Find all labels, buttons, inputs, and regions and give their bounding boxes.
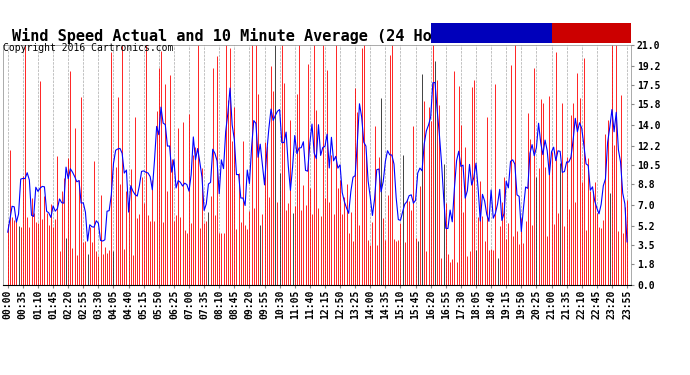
- Text: 10 Min Avg (mph): 10 Min Avg (mph): [434, 32, 520, 40]
- Text: Wind (mph): Wind (mph): [555, 32, 609, 40]
- Title: Wind Speed Actual and 10 Minute Average (24 Hours)  (New)  20161015: Wind Speed Actual and 10 Minute Average …: [12, 28, 623, 44]
- Text: Copyright 2016 Cartronics.com: Copyright 2016 Cartronics.com: [3, 43, 174, 52]
